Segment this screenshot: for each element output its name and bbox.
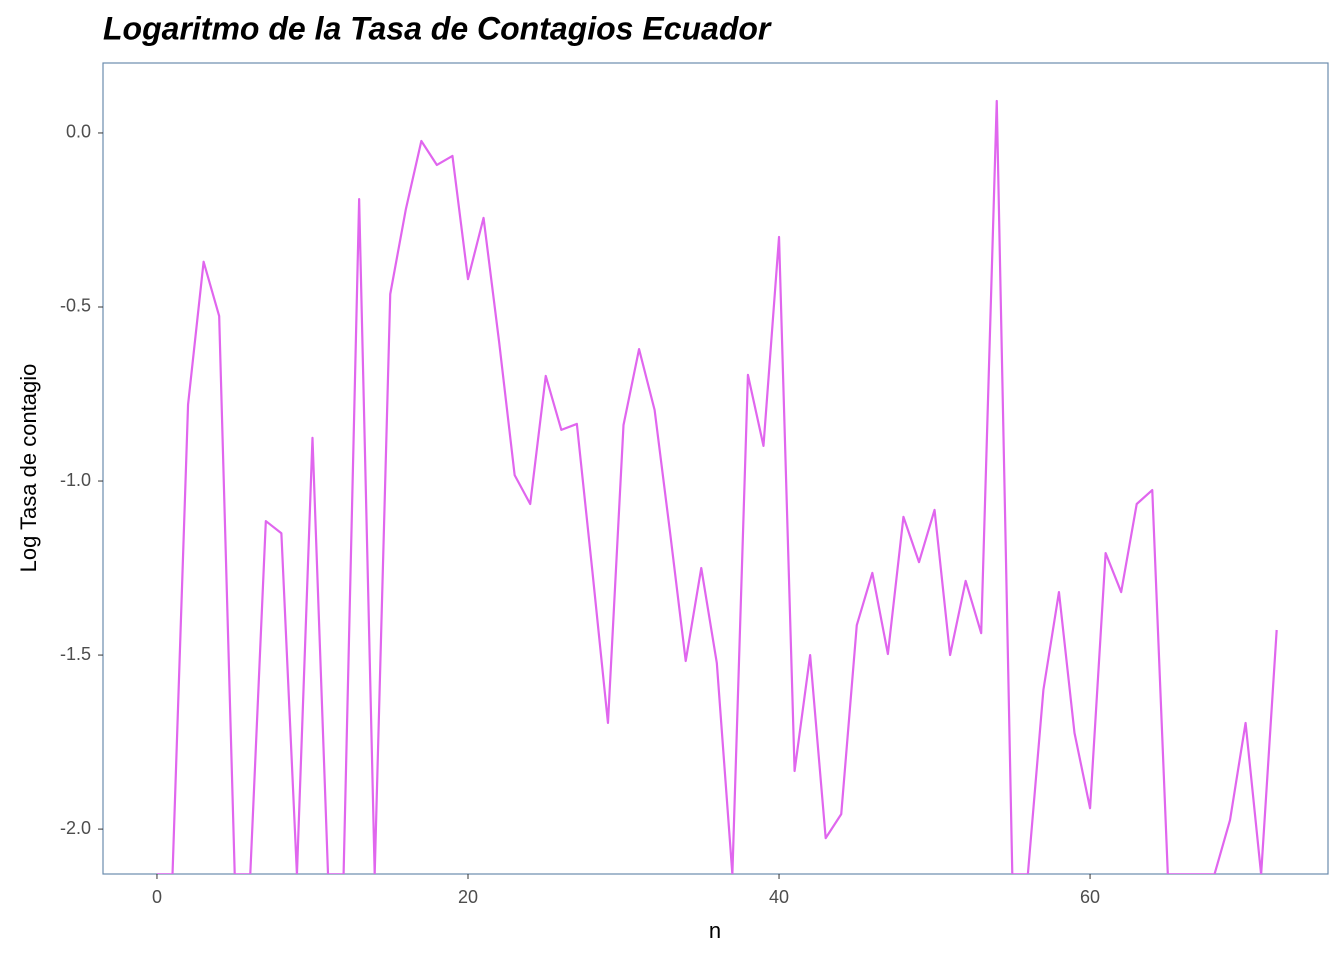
x-tick-label: 40: [769, 887, 789, 907]
x-tick-label: 0: [152, 887, 162, 907]
y-tick-label: -1.0: [60, 470, 91, 490]
y-axis-title: Log Tasa de contagio: [16, 364, 41, 573]
x-axis-title: n: [709, 918, 721, 943]
x-tick-label: 60: [1080, 887, 1100, 907]
y-tick-label: -1.5: [60, 644, 91, 664]
chart-title: Logaritmo de la Tasa de Contagios Ecuado…: [103, 10, 772, 46]
x-tick-label: 20: [458, 887, 478, 907]
plot-area: [156, 99, 1278, 874]
data-line: [156, 99, 1278, 874]
y-tick-label: -0.5: [60, 296, 91, 316]
panel-border: [102, 62, 1329, 875]
y-tick-label: -2.0: [60, 818, 91, 838]
y-tick-label: 0.0: [66, 122, 91, 142]
